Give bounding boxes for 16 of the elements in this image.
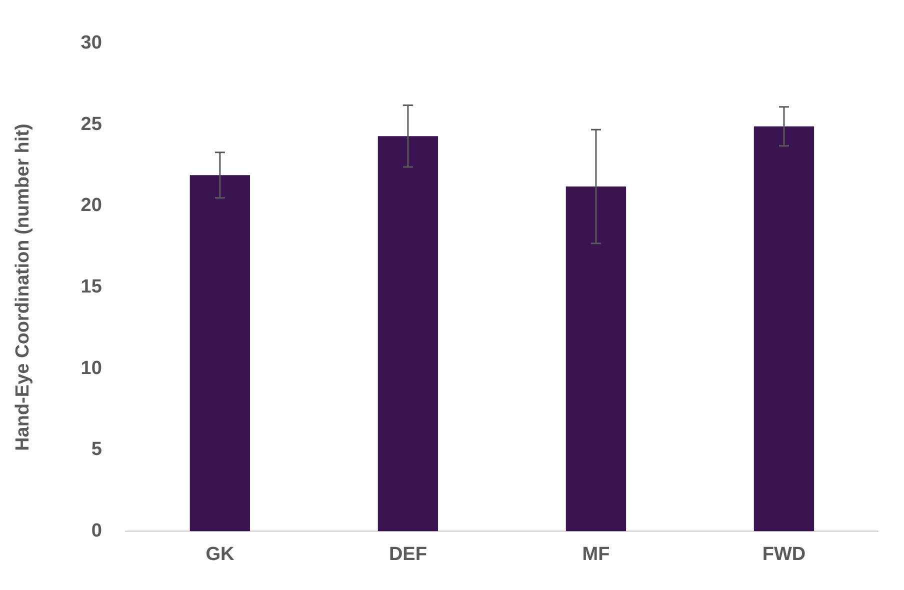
x-tick-label: FWD [762,544,806,565]
y-tick-label: 25 [80,114,102,135]
x-tick-label: DEF [388,544,427,565]
x-tick-label: GK [206,544,234,565]
y-tick-label: 10 [80,358,102,379]
y-tick-label: 30 [80,32,102,54]
y-tick-label: 20 [80,195,102,216]
y-tick-label: 15 [80,276,102,298]
bar [190,175,250,532]
bar [566,186,626,532]
bar [754,126,814,532]
y-tick-label: 5 [91,439,102,460]
y-tick-label: 0 [91,520,102,542]
x-tick-label: MF [582,544,610,565]
y-axis-title: Hand-Eye Coordination (number hit) [12,124,34,451]
bar [378,136,438,532]
